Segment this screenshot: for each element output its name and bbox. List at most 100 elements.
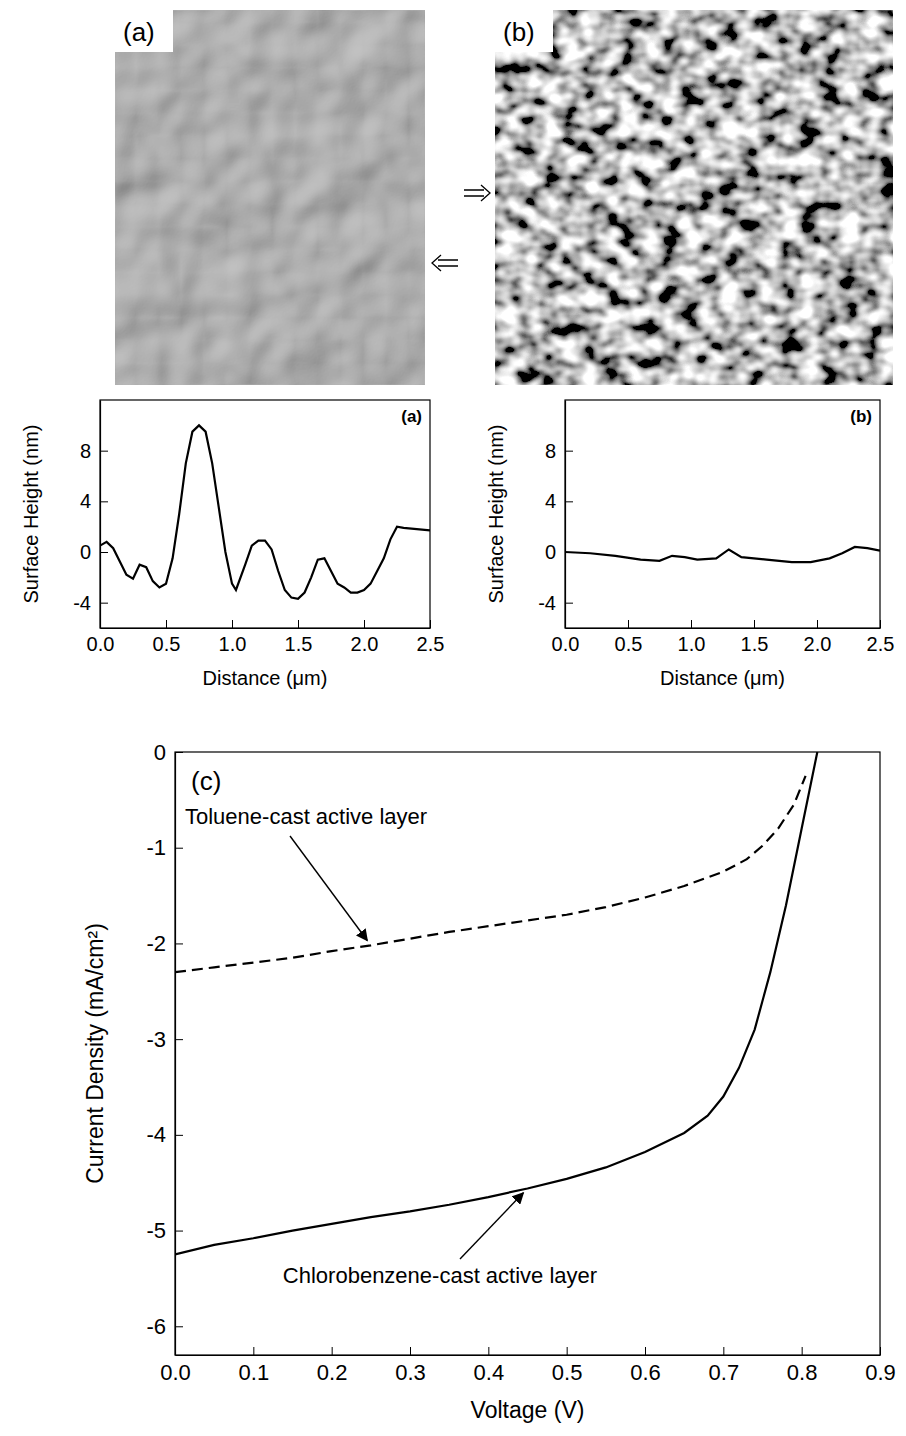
tick-label: 2.0 <box>351 633 379 655</box>
plot-frame <box>100 400 430 628</box>
tick-mark <box>628 620 629 628</box>
tick-mark <box>723 1347 724 1355</box>
afm-image-panel: (b) <box>495 10 893 385</box>
axis-line <box>100 401 101 629</box>
plot-frame <box>565 400 880 628</box>
tick-label: 0.5 <box>615 633 643 655</box>
tick-label: 0.0 <box>160 1360 191 1385</box>
x-axis-title: Distance (μm) <box>203 667 328 689</box>
data-line <box>100 425 430 599</box>
y-tick: 4 <box>80 490 108 512</box>
profile-arrow <box>432 255 458 271</box>
tick-mark <box>100 451 108 452</box>
data-line <box>175 752 817 1255</box>
plot-area <box>175 752 817 1255</box>
arrow-head <box>432 255 441 271</box>
data-line <box>175 776 806 972</box>
tick-mark <box>802 1347 803 1355</box>
y-axis: 0-1-2-3-4-5-6 <box>146 740 183 1356</box>
axis-line <box>566 628 881 629</box>
x-tick: 0.9 <box>865 1347 896 1385</box>
x-axis-title: Voltage (V) <box>471 1397 585 1423</box>
tick-label: 0.3 <box>395 1360 426 1385</box>
x-tick: 0.5 <box>552 1347 583 1385</box>
tick-label: 0.4 <box>474 1360 505 1385</box>
tick-label: 0 <box>154 740 166 765</box>
tick-mark <box>166 620 167 628</box>
tick-mark <box>175 1135 183 1136</box>
tick-mark <box>488 1347 489 1355</box>
tick-mark <box>100 552 108 553</box>
tick-label: -6 <box>146 1314 166 1339</box>
y-tick: 0 <box>154 740 183 765</box>
tick-label: 0 <box>80 541 91 563</box>
tick-label: 0 <box>545 541 556 563</box>
tick-label: 0.0 <box>552 633 580 655</box>
y-tick: -4 <box>146 1122 183 1147</box>
x-tick: 2.0 <box>804 620 832 655</box>
panel-label: (c) <box>191 766 221 796</box>
tick-mark <box>430 620 431 628</box>
y-axis-title: Current Density (mA/cm²) <box>82 923 108 1184</box>
tick-label: 0.9 <box>865 1360 896 1385</box>
profile-arrow <box>464 185 490 201</box>
x-tick: 1.0 <box>219 620 247 655</box>
tick-label: -3 <box>146 1027 166 1052</box>
y-axis: -4 0 4 8 <box>538 401 573 629</box>
x-tick: 0.5 <box>153 620 181 655</box>
axis-line <box>175 753 176 1356</box>
tick-label: 0.5 <box>153 633 181 655</box>
tick-label: 1.0 <box>219 633 247 655</box>
data-line <box>565 547 880 562</box>
tick-mark <box>817 620 818 628</box>
tick-mark <box>100 501 108 502</box>
y-tick: 4 <box>545 490 573 512</box>
panel-label: (b) <box>850 407 872 426</box>
label-arrow <box>460 1193 523 1259</box>
x-axis-title: Distance (μm) <box>660 667 785 689</box>
x-tick: 0.6 <box>630 1347 661 1385</box>
chart: 0.00.51.01.52.02.5-4048Distance (μm)Surf… <box>485 400 894 689</box>
axis-line <box>101 628 431 629</box>
tick-mark <box>645 1347 646 1355</box>
tick-mark <box>565 451 573 452</box>
y-tick: 8 <box>80 440 108 462</box>
afm-image <box>115 10 425 385</box>
tick-label: 8 <box>80 440 91 462</box>
tick-mark <box>253 1347 254 1355</box>
x-axis: 0.00.51.01.52.02.5 <box>87 620 445 655</box>
series-label: Chlorobenzene-cast active layer <box>283 1263 597 1288</box>
x-tick: 2.5 <box>417 620 445 655</box>
plot-frame <box>175 752 880 1355</box>
tick-mark <box>565 603 573 604</box>
x-tick: 2.5 <box>867 620 895 655</box>
x-tick: 1.5 <box>741 620 769 655</box>
panel-label: (a) <box>123 17 155 47</box>
tick-label: 2.5 <box>417 633 445 655</box>
tick-label: 4 <box>545 490 556 512</box>
tick-label: 0.2 <box>317 1360 348 1385</box>
x-tick: 0.1 <box>239 1347 270 1385</box>
tick-mark <box>298 620 299 628</box>
tick-label: -5 <box>146 1218 166 1243</box>
axis-line <box>565 401 566 629</box>
y-tick: -6 <box>146 1314 183 1339</box>
x-tick: 0.4 <box>474 1347 505 1385</box>
tick-label: 0.7 <box>709 1360 740 1385</box>
tick-label: 0.1 <box>239 1360 270 1385</box>
x-tick: 0.8 <box>787 1347 818 1385</box>
x-tick: 1.5 <box>285 620 313 655</box>
arrow-head <box>481 185 490 201</box>
y-axis: -4 0 4 8 <box>73 401 108 629</box>
tick-mark <box>880 620 881 628</box>
tick-label: -4 <box>146 1122 166 1147</box>
y-tick: 8 <box>545 440 573 462</box>
y-axis-title: Surface Height (nm) <box>20 425 42 604</box>
tick-mark <box>754 620 755 628</box>
y-tick: -4 <box>538 592 573 614</box>
chart: 0.00.51.01.52.02.5-4048Distance (μm)Surf… <box>20 400 444 689</box>
y-tick: -4 <box>73 592 108 614</box>
figure: (a) (b) 0.0 0.5 1.0 1.5 2.0 2.5 -4 0 4 8 Distance (μ… <box>0 0 906 1436</box>
tick-label: 2.5 <box>867 633 895 655</box>
tick-label: 1.5 <box>285 633 313 655</box>
